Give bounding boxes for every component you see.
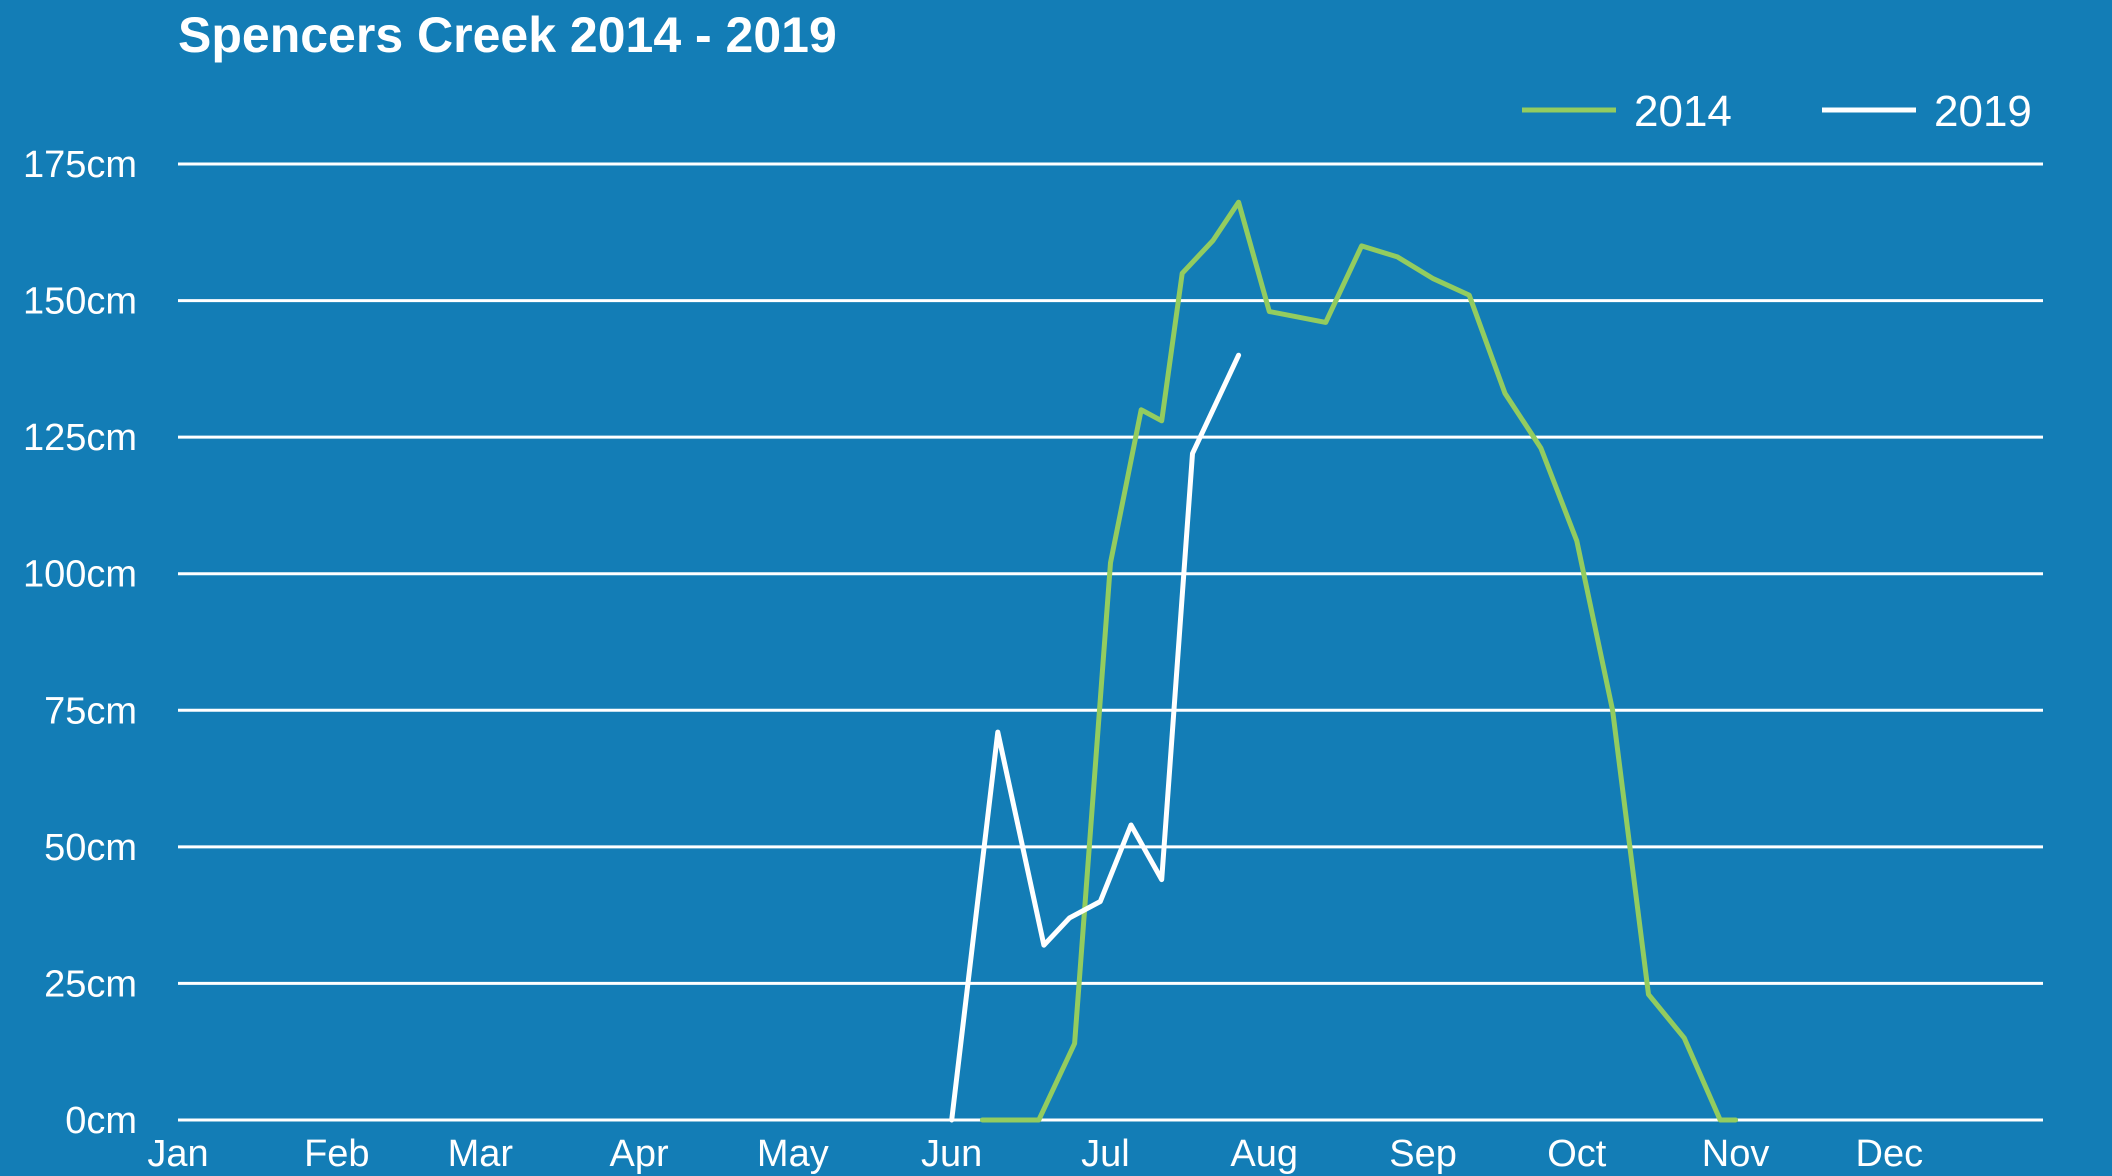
x-axis: Jan Feb Mar Apr May Jun Jul Aug Sep Oct Nov Dec xyxy=(147,1133,1923,1175)
y-tick-label: 50cm xyxy=(44,827,137,869)
y-tick-label: 175cm xyxy=(23,144,137,186)
x-tick-label: Mar xyxy=(448,1133,514,1175)
y-tick-label: 75cm xyxy=(44,690,137,732)
y-tick-label: 25cm xyxy=(44,963,137,1005)
x-tick-label: Aug xyxy=(1230,1133,1298,1175)
x-tick-label: Dec xyxy=(1856,1133,1924,1175)
x-tick-label: Jul xyxy=(1081,1133,1130,1175)
series-line-2014 xyxy=(979,199,1739,1123)
y-tick-label: 100cm xyxy=(23,554,137,596)
series-line-2019 xyxy=(949,352,1242,1123)
x-tick-label: Nov xyxy=(1702,1133,1770,1175)
x-tick-label: Oct xyxy=(1547,1133,1607,1175)
x-tick-label: Apr xyxy=(610,1133,669,1175)
x-tick-label: May xyxy=(757,1133,829,1175)
legend: 2014 2019 xyxy=(1522,87,2032,136)
grid-lines xyxy=(178,162,2043,1122)
y-axis: 0cm 25cm 50cm 75cm 100cm 125cm 150cm 175cm xyxy=(23,144,137,1142)
y-tick-label: 125cm xyxy=(23,417,137,459)
x-tick-label: Jan xyxy=(147,1133,208,1175)
chart-title: Spencers Creek 2014 - 2019 xyxy=(178,7,837,63)
y-tick-label: 150cm xyxy=(23,281,137,323)
x-tick-label: Jun xyxy=(921,1133,982,1175)
legend-label: 2014 xyxy=(1634,87,1732,136)
y-tick-label: 0cm xyxy=(65,1100,137,1142)
x-tick-label: Feb xyxy=(304,1133,369,1175)
plot-area xyxy=(949,199,1739,1123)
legend-label: 2019 xyxy=(1934,87,2032,136)
x-tick-label: Sep xyxy=(1389,1133,1457,1175)
